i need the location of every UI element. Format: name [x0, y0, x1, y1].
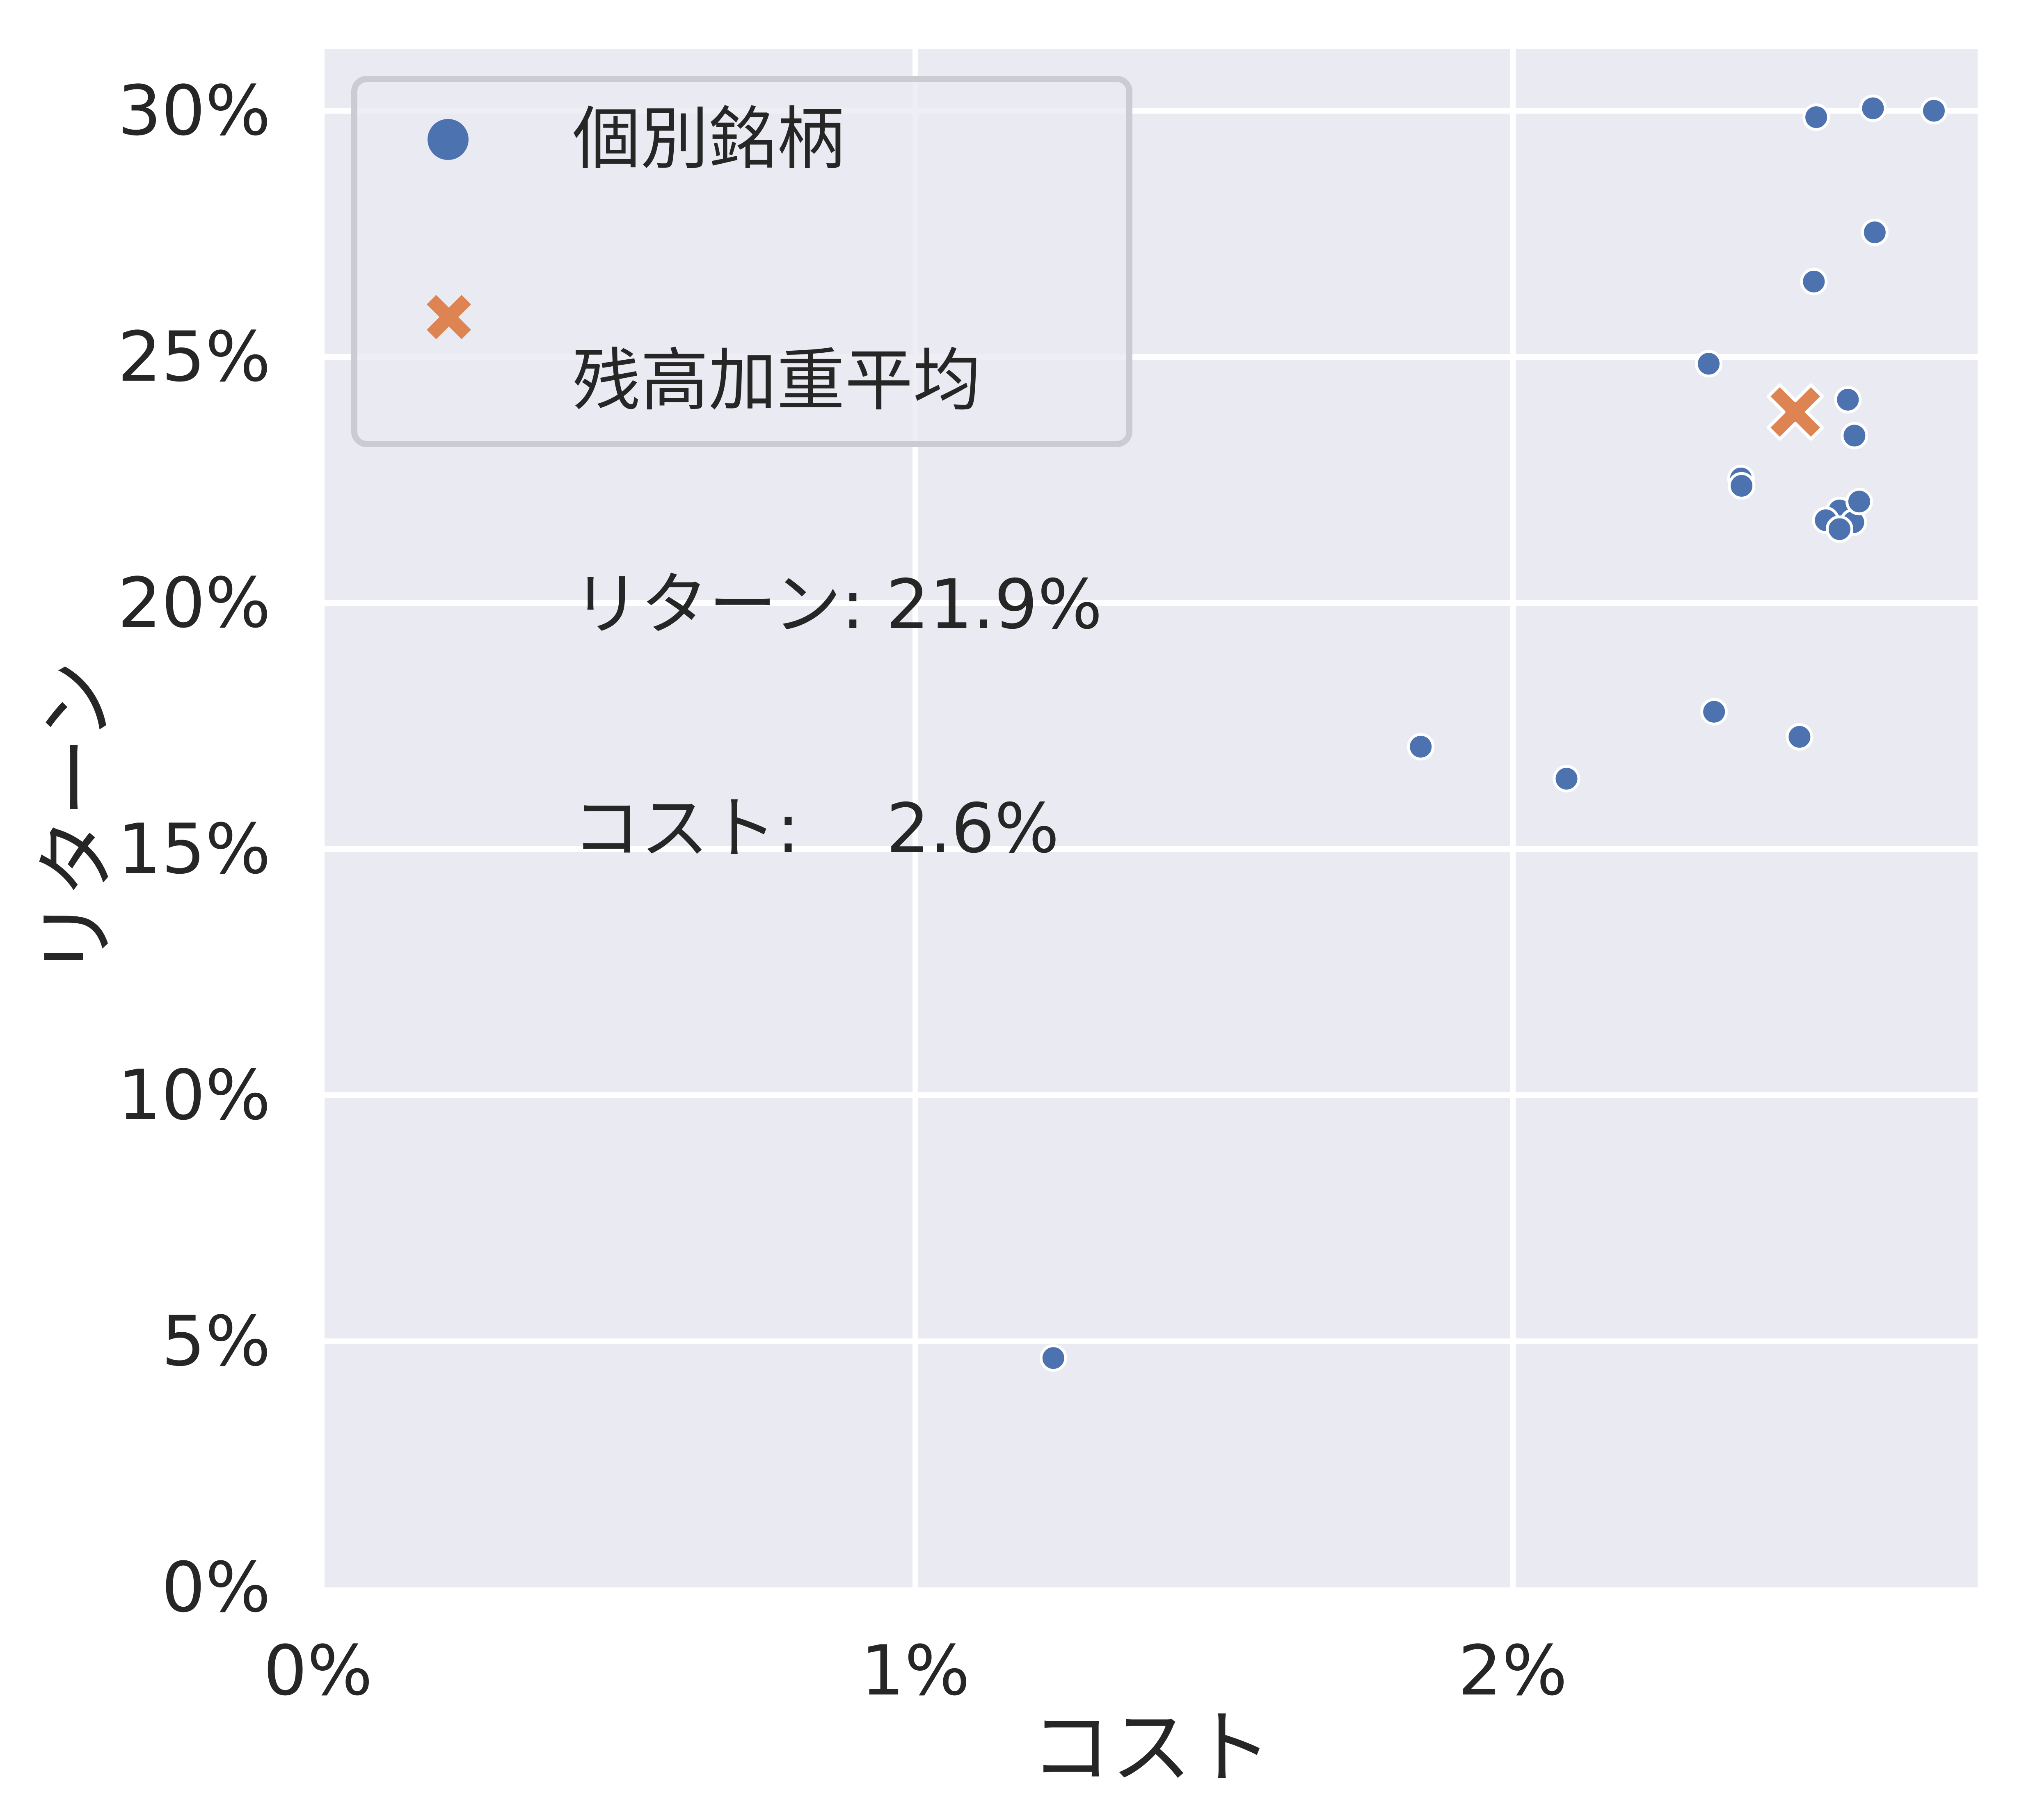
data-point-individual-stock: [1700, 698, 1728, 726]
data-point-individual-stock: [1825, 515, 1853, 543]
y-tick-label-30%: 30%: [117, 71, 271, 151]
data-point-weighted-average-marker: [1766, 383, 1824, 441]
data-point-individual-stock: [1039, 1344, 1067, 1372]
data-point-individual-stock: [1861, 218, 1889, 246]
data-point-individual-stock: [1728, 472, 1756, 500]
data-point-individual-stock: [1834, 386, 1862, 413]
y-tick-label-20%: 20%: [117, 563, 271, 643]
legend: 個別銘柄 残高加重平均 リターン: 21.9% コスト: 2.6%: [351, 76, 1132, 866]
legend-circle-marker-icon: [428, 119, 469, 160]
data-point-individual-stock: [1802, 103, 1830, 131]
data-point-individual-stock: [1786, 723, 1813, 751]
x-tick-label-1%: 1%: [860, 1630, 970, 1711]
legend-x-glyph: [427, 295, 471, 339]
data-point-individual-stock: [1859, 94, 1887, 122]
legend-item-individual-stocks: 個別銘柄: [572, 100, 845, 179]
y-tick-label-15%: 15%: [117, 809, 271, 889]
x-tick-label-2%: 2%: [1458, 1630, 1568, 1711]
y-tick-label-25%: 25%: [117, 317, 271, 397]
x-tick-label-0%: 0%: [263, 1630, 373, 1711]
legend-x-marker-icon: [427, 295, 471, 339]
y-tick-label-0%: 0%: [161, 1547, 271, 1628]
data-point-individual-stock: [1407, 733, 1435, 760]
data-point-individual-stock: [1845, 488, 1873, 516]
data-point-individual-stock: [1800, 267, 1828, 295]
data-point-individual-stock: [1695, 350, 1723, 378]
legend-item-weighted-average: 残高加重平均 リターン: 21.9% コスト: 2.6%: [572, 194, 1102, 1016]
legend-weighted-average-title: 残高加重平均: [572, 341, 981, 420]
legend-dot-glyph: [428, 119, 469, 160]
data-point-individual-stock: [1553, 765, 1580, 792]
data-point-individual-stock: [1841, 422, 1868, 450]
data-point-individual-stock: [1920, 97, 1948, 125]
legend-weighted-average-return: リターン: 21.9%: [572, 565, 1102, 644]
y-tick-label-5%: 5%: [161, 1301, 271, 1382]
x-axis-title: コスト: [1030, 1701, 1272, 1795]
y-tick-label-10%: 10%: [117, 1055, 271, 1135]
legend-weighted-average-cost: コスト: 2.6%: [572, 789, 1059, 868]
